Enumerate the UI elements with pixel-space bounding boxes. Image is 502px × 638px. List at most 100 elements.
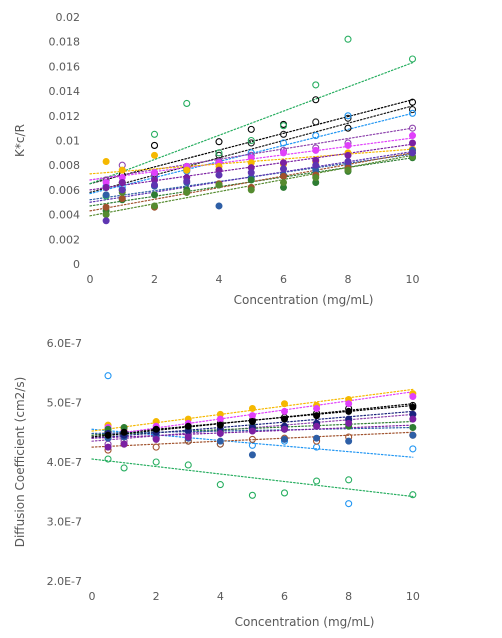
data-point-series-2 (150, 130, 159, 138)
data-point-series-4 (152, 443, 160, 451)
trendline-series-1 (89, 105, 414, 193)
data-point-series-12 (279, 165, 287, 173)
data-point-series-6 (183, 166, 191, 174)
data-point-series-3 (279, 139, 288, 147)
data-point-series-8 (345, 437, 353, 445)
data-point-series-1 (409, 445, 417, 453)
data-point-series-10 (279, 172, 287, 180)
data-point-series-10 (120, 440, 128, 448)
data-point-series-2 (279, 122, 288, 130)
data-point-series-1 (345, 500, 353, 508)
data-point-series-10 (104, 443, 112, 451)
y-tick-label: 4.0E-7 (47, 456, 82, 469)
data-point-series-1 (104, 372, 112, 380)
data-point-series-7 (118, 178, 126, 186)
data-point-series-9 (247, 176, 255, 184)
trendline-series-4 (89, 127, 414, 181)
data-point-series-12 (151, 181, 159, 189)
y-tick-label: 0.01 (56, 135, 81, 148)
data-point-series-0 (152, 458, 160, 466)
data-point-series-2 (215, 149, 223, 157)
data-point-series-11 (102, 211, 110, 219)
data-point-series-6 (118, 166, 126, 174)
data-point-series-7 (279, 159, 287, 167)
data-point-series-1 (279, 130, 288, 138)
y-tick-label: 2.0E-7 (47, 575, 82, 588)
data-point-series-11 (183, 188, 191, 196)
data-point-series-5 (248, 404, 256, 412)
data-point-series-7 (408, 139, 416, 147)
x-tick-label: 2 (151, 273, 158, 286)
data-point-series-11 (152, 425, 160, 433)
x-tick-label: 0 (87, 273, 94, 286)
data-point-series-8 (409, 431, 417, 439)
y-tick-label: 0.008 (49, 159, 81, 172)
data-point-series-0 (312, 96, 320, 104)
y-tick-label: 0.016 (49, 60, 81, 73)
y-tick-label: 0.018 (49, 36, 81, 49)
data-point-series-11 (313, 412, 321, 420)
data-point-series-10 (345, 419, 353, 427)
data-point-series-2 (312, 81, 320, 89)
trendline-series-3 (89, 112, 414, 195)
data-point-series-0 (313, 477, 321, 485)
data-point-series-0 (120, 464, 128, 472)
data-point-series-5 (279, 149, 287, 157)
data-point-series-0 (344, 124, 352, 132)
data-point-series-2 (183, 99, 191, 107)
trendline-series-10 (89, 152, 414, 212)
data-point-series-11 (151, 202, 159, 210)
data-point-series-11 (344, 166, 352, 174)
data-point-series-6 (280, 407, 288, 415)
data-point-series-6 (345, 400, 353, 408)
data-point-series-5 (280, 400, 288, 408)
data-point-series-10 (152, 435, 160, 443)
data-point-series-11 (312, 174, 320, 182)
y-tick-label: 0.02 (56, 11, 81, 24)
y-tick-label: 0.004 (49, 209, 81, 222)
y-tick-label: 0.014 (49, 85, 81, 98)
y-axis-title: Diffusion Coefficient (cm2/s) (13, 377, 27, 548)
data-point-series-7 (409, 423, 417, 431)
data-point-series-7 (344, 151, 352, 159)
x-tick-label: 8 (345, 590, 352, 603)
x-tick-label: 6 (280, 273, 287, 286)
data-point-series-1 (408, 106, 417, 114)
data-point-series-6 (102, 157, 110, 165)
data-point-series-12 (312, 161, 320, 169)
data-point-series-11 (120, 428, 128, 436)
y-tick-label: 0.006 (49, 184, 81, 197)
data-point-series-5 (312, 146, 320, 154)
data-point-series-11 (345, 407, 353, 415)
data-point-series-2 (408, 55, 417, 63)
data-point-series-10 (216, 429, 224, 437)
data-point-series-3 (312, 132, 320, 140)
trendline-series-0 (91, 458, 414, 498)
data-point-series-12 (344, 157, 352, 165)
x-tick-label: 8 (345, 273, 352, 286)
data-point-series-1 (247, 139, 255, 147)
data-point-series-0 (248, 491, 256, 499)
data-point-series-0 (280, 489, 289, 497)
data-point-series-10 (184, 433, 192, 441)
x-tick-label: 2 (153, 590, 160, 603)
data-point-series-2 (247, 136, 255, 145)
data-point-series-11 (184, 422, 192, 430)
data-point-series-6 (216, 415, 224, 423)
data-point-series-0 (408, 98, 417, 106)
data-point-series-12 (102, 217, 110, 225)
data-point-series-11 (104, 431, 112, 439)
x-tick-label: 0 (89, 590, 96, 603)
data-point-series-12 (247, 169, 255, 177)
data-point-series-0 (184, 461, 192, 469)
data-point-series-8 (248, 451, 256, 459)
data-point-series-11 (279, 178, 287, 186)
data-point-series-10 (248, 427, 256, 435)
data-point-series-0 (247, 125, 255, 133)
trendline-series-12 (89, 151, 414, 203)
data-point-series-8 (313, 434, 321, 442)
data-point-series-1 (312, 118, 320, 126)
data-point-series-1 (344, 114, 352, 122)
trendline-series-4 (91, 431, 414, 448)
data-point-series-8 (280, 435, 288, 443)
